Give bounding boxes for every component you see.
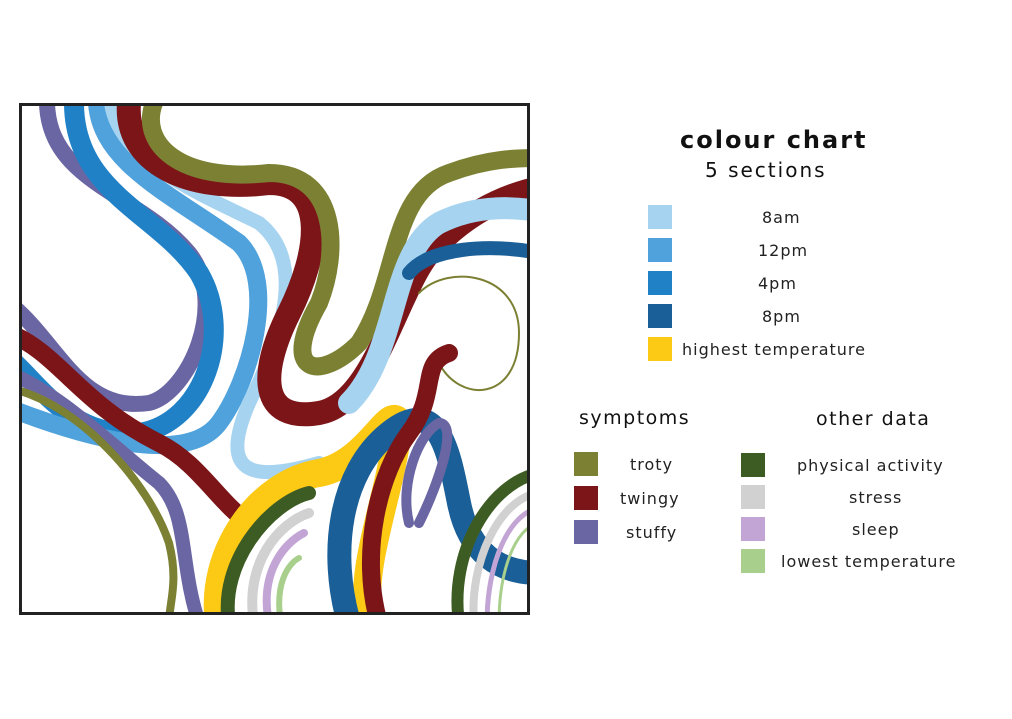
- band-stress: [247, 508, 314, 615]
- band-lowest-right: [497, 525, 530, 615]
- legend-subtitle: 5 sections: [705, 158, 827, 182]
- legend-times-1-label: 12pm: [758, 241, 809, 260]
- band-activity-right: [451, 469, 530, 615]
- band-stress-right: [469, 490, 530, 615]
- band-troty-top: [141, 103, 530, 376]
- legend-symptoms-items-0-swatch: [574, 452, 598, 476]
- legend-symptoms-items-1-swatch: [574, 486, 598, 510]
- legend-times-1-swatch: [648, 238, 672, 262]
- legend-other-items-3-label: lowest temperature: [781, 552, 957, 571]
- legend-symptoms-items-2-label: stuffy: [626, 523, 678, 542]
- legend-times-2-label: 4pm: [758, 274, 797, 293]
- band-stuffy-lower: [19, 369, 204, 615]
- legend-other-items-0-label: physical activity: [797, 456, 944, 475]
- band-twingy-left: [19, 327, 258, 532]
- legend-other-items-0-swatch: [741, 453, 765, 477]
- band-activity: [220, 486, 316, 615]
- band-12pm-left: [19, 103, 268, 455]
- legend-other-items-3-swatch: [741, 549, 765, 573]
- legend-title: colour chart: [680, 126, 868, 154]
- other-data-heading: other data: [816, 408, 931, 430]
- legend-times-3-label: 8pm: [762, 307, 801, 326]
- marbled-data-artwork: [19, 103, 530, 615]
- band-troty-loop: [418, 275, 521, 392]
- band-twingy-top: [116, 103, 530, 427]
- legend-symptoms-items-0-label: troty: [630, 455, 674, 474]
- legend-times-4-label: highest temperature: [682, 340, 866, 359]
- band-8pm-right: [402, 241, 530, 280]
- legend-times-0-label: 8am: [762, 208, 801, 227]
- legend-times-2-swatch: [648, 271, 672, 295]
- band-twingy-center: [361, 344, 458, 615]
- band-lowest-temperature: [276, 555, 302, 615]
- symptoms-heading: symptoms: [579, 407, 691, 429]
- band-sleep: [262, 529, 308, 615]
- legend-other-items-1-label: stress: [849, 488, 903, 507]
- legend-symptoms-items-1-label: twingy: [620, 489, 680, 508]
- legend-other-items-2-label: sleep: [852, 520, 900, 539]
- legend-times-4-swatch: [648, 337, 672, 361]
- artwork-frame: [19, 103, 530, 615]
- band-troty-lower: [19, 386, 178, 615]
- band-8am-right: [338, 197, 530, 414]
- legend-other-items-2-swatch: [741, 517, 765, 541]
- legend-times-3-swatch: [648, 304, 672, 328]
- legend-times-0-swatch: [648, 205, 672, 229]
- legend-other-items-1-swatch: [741, 485, 765, 509]
- legend-symptoms-items-2-swatch: [574, 520, 598, 544]
- band-stuffy-center: [401, 417, 453, 528]
